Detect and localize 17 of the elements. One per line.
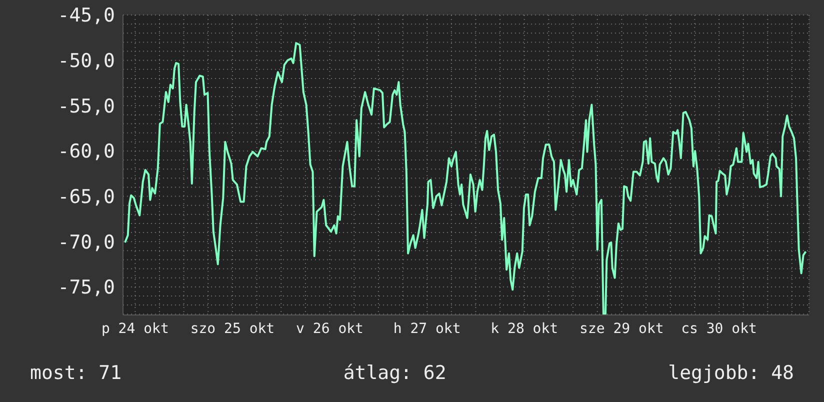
text: legjobb: 48 [668,362,794,384]
x-tick-label: cs 30 okt [681,320,757,337]
y-tick-label: -75,0 [58,276,115,299]
y-tick-label: -65,0 [58,186,115,208]
text: átlag: 62 [343,362,446,384]
x-tick-label: h 27 okt [393,320,461,337]
y-tick-label: -70,0 [58,231,115,254]
x-tick-label: p 24 okt [101,320,169,337]
x-tick-label: v 26 okt [296,320,364,337]
x-tick-label: k 28 okt [490,320,558,337]
x-tick-label: szo 25 okt [190,320,275,337]
x-tick-label: sze 29 okt [580,320,664,337]
y-tick-label: -50,0 [58,50,115,72]
text: most: 71 [30,362,122,384]
y-tick-label: -60,0 [58,140,115,163]
y-tick-label: -45,0 [58,4,115,27]
y-tick-label: -55,0 [58,95,115,118]
